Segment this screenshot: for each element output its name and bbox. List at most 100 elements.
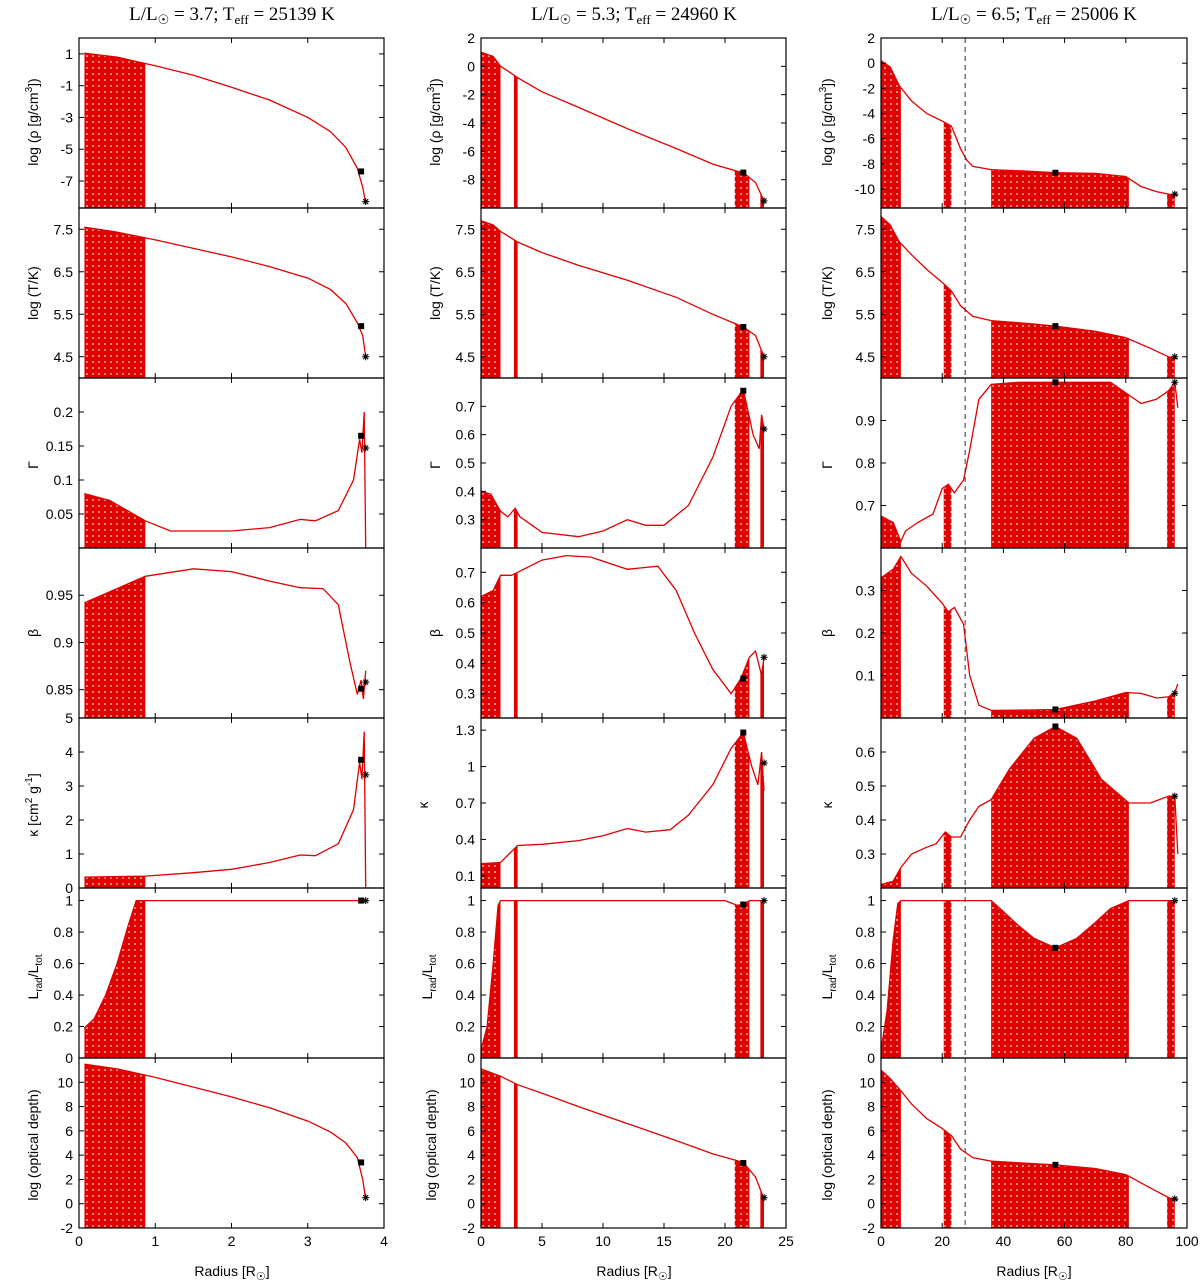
profile-line bbox=[481, 51, 765, 202]
profile-line bbox=[481, 731, 765, 865]
x-tick-label: 20 bbox=[717, 1233, 733, 1249]
convective-region bbox=[943, 605, 952, 718]
star-marker bbox=[760, 897, 768, 905]
convective-region bbox=[84, 576, 146, 718]
y-tick-label: 8 bbox=[65, 1099, 73, 1115]
convective-region bbox=[84, 876, 146, 888]
y-tick-label: 0.6 bbox=[856, 744, 876, 760]
convective-region bbox=[760, 752, 765, 888]
y-tick-label: 1 bbox=[65, 893, 73, 909]
y-tick-label: 0.8 bbox=[54, 924, 74, 940]
y-tick-label: 0.7 bbox=[456, 398, 476, 414]
y-axis-label-optical-depth: log (optical depth) bbox=[819, 1089, 835, 1200]
panel-log_T-col2: 7.5 6.5 5.5 4.5 bbox=[456, 207, 787, 379]
profile-line bbox=[481, 554, 765, 695]
y-tick-label: -8 bbox=[863, 156, 876, 172]
column-title-2: L/L☉ = 5.3; Teff = 24960 K bbox=[531, 4, 737, 27]
y-axis-label-rho: log (ρ [g/cm3]) bbox=[818, 78, 835, 165]
y-tick-label: 0.6 bbox=[54, 956, 74, 972]
y-axis-label-rho: log (ρ [g/cm3]) bbox=[426, 78, 443, 165]
y-axis-label-rho: log (ρ [g/cm3]) bbox=[24, 78, 41, 165]
square-marker bbox=[358, 168, 365, 175]
star-marker bbox=[362, 771, 370, 779]
y-tick-label: 4.5 bbox=[856, 349, 876, 365]
convective-region bbox=[513, 75, 518, 208]
convective-region bbox=[943, 484, 952, 548]
convective-region bbox=[84, 1064, 146, 1228]
y-tick-label: 0.2 bbox=[54, 404, 74, 420]
convective-region bbox=[84, 227, 146, 378]
panel-kappa-col1: 0 1 2 3 4 5 bbox=[65, 710, 385, 896]
profile-line bbox=[84, 568, 367, 700]
convective-region bbox=[881, 516, 901, 548]
y-tick-label: 0 bbox=[867, 1196, 875, 1212]
convective-region bbox=[481, 862, 501, 888]
convective-region bbox=[943, 900, 952, 1058]
y-tick-label: 0 bbox=[867, 1050, 875, 1066]
square-marker bbox=[740, 169, 747, 176]
x-tick-label: 80 bbox=[1118, 1233, 1134, 1249]
y-tick-label: 6 bbox=[467, 1123, 475, 1139]
y-tick-label: 0.3 bbox=[456, 512, 476, 528]
y-tick-label: -6 bbox=[463, 143, 476, 159]
y-tick-label: 0.6 bbox=[456, 595, 476, 611]
y-tick-label: 0.05 bbox=[46, 506, 73, 522]
y-tick-label: 0.6 bbox=[856, 956, 876, 972]
convective-region bbox=[734, 1160, 750, 1228]
y-tick-label: 0.3 bbox=[856, 846, 876, 862]
y-tick-label: 5.5 bbox=[456, 306, 476, 322]
y-tick-label: -10 bbox=[855, 181, 875, 197]
star-marker bbox=[760, 1194, 768, 1202]
column-title-1: L/L☉ = 3.7; Teff = 25139 K bbox=[129, 4, 335, 27]
panel-kappa-col2: 0.1 0.4 0.7 1 1.3 bbox=[456, 717, 787, 889]
y-tick-label: 4 bbox=[867, 1147, 875, 1163]
convective-region bbox=[991, 692, 1129, 718]
y-tick-label: 0.7 bbox=[856, 498, 876, 514]
convective-region bbox=[481, 575, 501, 718]
convective-region bbox=[84, 900, 146, 1058]
y-tick-label: 8 bbox=[467, 1099, 475, 1115]
y-tick-label: 0 bbox=[467, 58, 475, 74]
y-tick-label: 0.7 bbox=[456, 564, 476, 580]
convective-region bbox=[1167, 356, 1175, 378]
y-tick-label: 0.85 bbox=[46, 682, 73, 698]
convective-region bbox=[991, 169, 1129, 208]
x-axis-label-1: Radius [R☉] bbox=[194, 1263, 269, 1283]
convective-region bbox=[881, 1070, 901, 1228]
profile-line bbox=[83, 899, 366, 1029]
y-tick-label: 5 bbox=[65, 710, 73, 726]
y-tick-label: 0.15 bbox=[46, 438, 73, 454]
square-marker bbox=[740, 729, 747, 736]
square-marker bbox=[1052, 323, 1059, 330]
y-tick-label: -2 bbox=[863, 1220, 876, 1236]
convective-region bbox=[760, 1189, 765, 1228]
panel-log_T-col1: 7.5 6.5 5.5 4.5 bbox=[54, 207, 385, 379]
y-tick-label: 4 bbox=[65, 1147, 73, 1163]
y-tick-label: 0.9 bbox=[54, 634, 74, 650]
y-tick-label: 4.5 bbox=[54, 349, 74, 365]
y-axis-label-temperature: log (T/K) bbox=[25, 266, 41, 320]
y-tick-label: -2 bbox=[463, 1220, 476, 1236]
x-tick-label: 0 bbox=[877, 1233, 885, 1249]
star-marker bbox=[362, 1194, 370, 1202]
x-tick-label: 15 bbox=[656, 1233, 672, 1249]
y-axis-label-gamma: Γ bbox=[819, 461, 835, 469]
y-tick-label: 0.4 bbox=[456, 987, 476, 1003]
star-marker bbox=[760, 653, 768, 661]
convective-region bbox=[943, 121, 952, 208]
y-axis-label-lrad: Lrad/Ltot bbox=[819, 954, 839, 999]
panel-log_T-col3: 7.5 6.5 5.5 4.5 bbox=[856, 207, 1188, 379]
y-axis-label-gamma: Γ bbox=[25, 461, 41, 469]
x-tick-label: 60 bbox=[1057, 1233, 1073, 1249]
panel-grid: 1-1-3-5-77.56.55.54.50.050.10.150.20.850… bbox=[46, 30, 1199, 1249]
y-tick-label: 0.2 bbox=[456, 1019, 476, 1035]
panel-beta-col3: 0.1 0.2 0.3 bbox=[856, 547, 1188, 719]
y-axis-label-lrad: Lrad/Ltot bbox=[419, 954, 439, 999]
x-tick-label: 0 bbox=[75, 1233, 83, 1249]
y-tick-label: 0.8 bbox=[456, 924, 476, 940]
column-title-3: L/L☉ = 6.5; Teff = 25006 K bbox=[931, 4, 1137, 27]
x-tick-label: 40 bbox=[996, 1233, 1012, 1249]
convective-region bbox=[991, 1161, 1129, 1228]
panel-log_rho-col2: 2 0 -2 -4 -6 -8 bbox=[463, 30, 787, 209]
